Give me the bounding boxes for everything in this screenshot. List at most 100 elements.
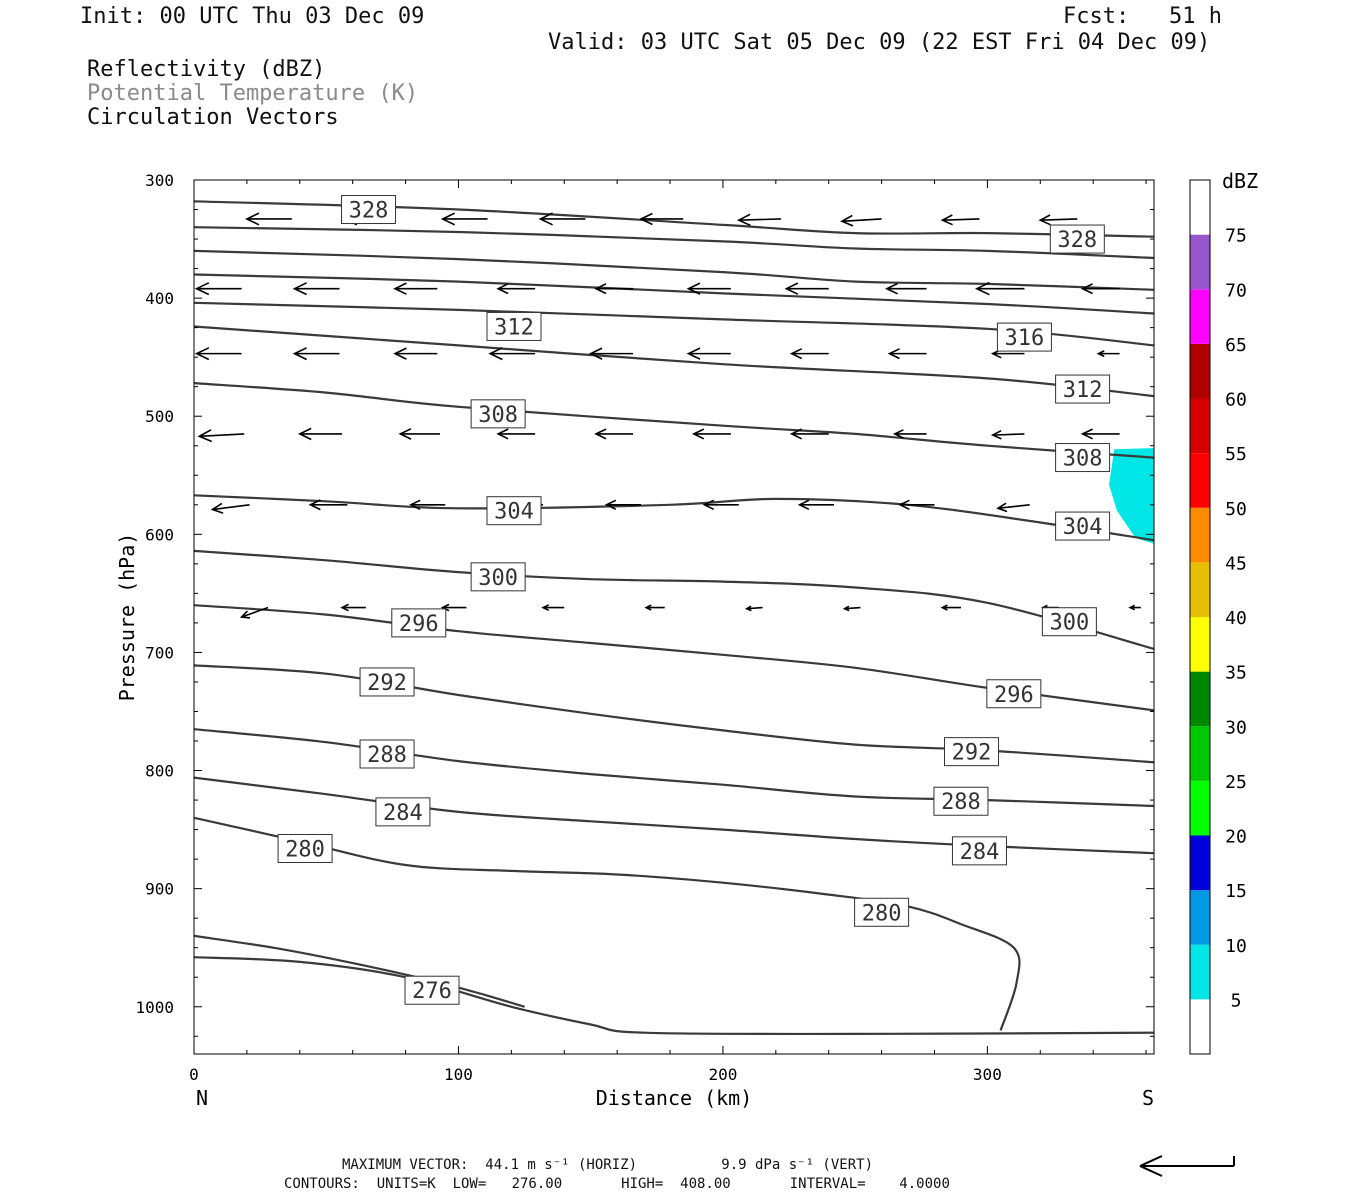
- colorbar-level-label: 10: [1225, 936, 1247, 957]
- colorbar-segment: [1190, 289, 1210, 344]
- contour-label-box: [996, 322, 1052, 352]
- y-tick-label: 800: [145, 762, 174, 781]
- circulation-vector: [990, 429, 1025, 440]
- contour-label-296: 296: [986, 679, 1042, 709]
- vector-shaft: [992, 433, 1025, 436]
- contour-line-320-2: [194, 249, 1154, 291]
- vector-shaft: [212, 504, 250, 511]
- contour-label-box: [375, 797, 431, 827]
- circulation-vector: [1096, 350, 1120, 358]
- vector-shaft: [1040, 218, 1078, 221]
- circulation-vector: [644, 604, 665, 611]
- contour-label-text: 280: [862, 901, 902, 926]
- vector-head: [892, 429, 904, 439]
- circulation-vector: [594, 283, 634, 295]
- init-time: Init: 00 UTC Thu 03 Dec 09: [80, 4, 425, 29]
- colorbar-segment: [1190, 835, 1210, 891]
- vector-head: [996, 502, 1008, 513]
- colorbar-segment: [1190, 180, 1210, 235]
- circulation-vector: [297, 427, 343, 441]
- contour-label-box: [933, 786, 989, 816]
- colorbar-level-label: 50: [1225, 499, 1247, 520]
- colorbar-segment: [1190, 507, 1210, 563]
- reflectivity-region-0: [1109, 448, 1154, 544]
- vector-head: [1080, 428, 1093, 440]
- contour-line-284-12: [194, 776, 1154, 855]
- contour-label-text: 312: [1063, 378, 1103, 403]
- contour-label-box: [470, 562, 526, 592]
- colorbar-segment: [1190, 398, 1210, 454]
- contour-label-292: 292: [359, 667, 415, 697]
- colorbar-segment: [1190, 726, 1210, 781]
- contour-label-box: [486, 311, 542, 341]
- circulation-vector: [940, 214, 980, 226]
- circulation-vector: [784, 282, 829, 295]
- circulation-vector: [194, 347, 242, 361]
- contour-label-text: 292: [952, 741, 992, 766]
- contour-label-text: 280: [285, 837, 325, 862]
- contour-label-box: [341, 195, 397, 225]
- colorbar-level-label: 70: [1225, 280, 1247, 301]
- contour-line-304-7: [194, 494, 1154, 542]
- contour-label-text: 304: [1063, 515, 1103, 540]
- contour-label-text: 328: [349, 199, 389, 224]
- circulation-vector: [239, 606, 269, 619]
- x-tick-label: 300: [973, 1065, 1002, 1084]
- y-tick-label: 1000: [135, 998, 174, 1017]
- y-tick-label: 700: [145, 643, 174, 662]
- contour-line-300-8: [194, 549, 1154, 650]
- circulation-vector: [541, 604, 565, 612]
- vector-head: [393, 347, 407, 360]
- contour-label-box: [951, 836, 1007, 866]
- circulation-vector: [440, 212, 488, 226]
- y-tick-label: 400: [145, 289, 174, 308]
- contour-label-292: 292: [944, 737, 1000, 767]
- vector-shaft: [942, 218, 980, 221]
- circulation-vector: [702, 499, 739, 511]
- vector-head: [292, 347, 307, 361]
- circulation-vector: [639, 212, 684, 226]
- contour-line-296-9: [194, 604, 1154, 712]
- vector-head: [297, 427, 312, 441]
- vector-shaft: [738, 218, 782, 221]
- contour-label-288: 288: [933, 786, 989, 816]
- contour-label-box: [944, 737, 1000, 767]
- circulation-vector: [588, 347, 634, 360]
- colorbar-frame: [1189, 179, 1211, 1055]
- contour-label-box: [359, 739, 415, 769]
- contour-label-304: 304: [1055, 511, 1111, 541]
- vector-head: [691, 428, 705, 440]
- circulation-vector: [1128, 604, 1141, 611]
- contour-label-280: 280: [854, 897, 910, 927]
- legend-potential-temperature: Potential Temperature (K): [87, 81, 419, 106]
- vector-head: [1038, 214, 1051, 226]
- vector-head: [488, 347, 503, 361]
- contour-label-328: 328: [1049, 224, 1105, 254]
- colorbar-level-label: 20: [1225, 827, 1247, 848]
- vector-head: [210, 502, 224, 514]
- vector-head: [736, 213, 751, 227]
- contour-label-296: 296: [391, 608, 447, 638]
- colorbar-level-label: 30: [1225, 717, 1247, 738]
- contour-label-box: [854, 897, 910, 927]
- plot-frame: [193, 179, 1155, 1055]
- circulation-vector: [292, 347, 340, 361]
- footer-max-vector: MAXIMUM VECTOR: 44.1 m s⁻¹ (HORIZ) 9.9 d…: [342, 1157, 874, 1173]
- colorbar-level-label: 45: [1225, 553, 1247, 574]
- contour-label-box: [986, 679, 1042, 709]
- vector-head: [594, 283, 607, 295]
- circulation-vector: [789, 348, 829, 360]
- vector-shaft: [241, 606, 269, 618]
- vector-shaft: [997, 504, 1030, 510]
- vector-head: [639, 212, 653, 226]
- vector-head: [308, 499, 321, 511]
- contour-label-text: 276: [412, 979, 452, 1004]
- contour-label-312: 312: [1055, 374, 1111, 404]
- vector-head: [239, 610, 251, 619]
- circulation-vector: [892, 429, 927, 439]
- contour-line-280-13: [194, 816, 1021, 1031]
- x-end-right: S: [1142, 1086, 1154, 1110]
- circulation-vector: [1080, 283, 1120, 295]
- colorbar-segment: [1190, 617, 1210, 672]
- circulation-vector: [887, 348, 927, 360]
